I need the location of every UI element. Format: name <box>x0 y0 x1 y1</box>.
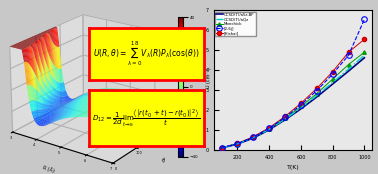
Monchick <box>314 93 319 95</box>
[Hishai] <box>346 51 351 53</box>
Monchick <box>283 117 287 119</box>
CCSD(T)/aQz <box>346 68 351 70</box>
CCSD(T)/aQz <box>330 81 335 84</box>
CCSD(T)/aQz <box>235 143 240 145</box>
CCSD(T)/aQz <box>267 128 271 130</box>
[2,6j] <box>267 127 271 129</box>
CCSD(T)/a5z-BF <box>314 96 319 98</box>
Line: [2,6j]: [2,6j] <box>219 17 367 151</box>
CCSD(T)/a5z-BF <box>283 119 287 121</box>
X-axis label: T(K): T(K) <box>287 165 299 170</box>
[2,6j] <box>219 147 224 149</box>
Line: Monchick: Monchick <box>220 50 366 150</box>
[Hishai] <box>267 127 271 129</box>
[2,6j] <box>251 136 256 138</box>
CCSD(T)/aQz <box>362 54 367 56</box>
CCSD(T)/aQz <box>299 107 303 109</box>
[2,6j] <box>314 90 319 92</box>
[2,6j] <box>235 143 240 145</box>
[2,6j] <box>362 18 367 20</box>
Line: CCSD(T)/aQz: CCSD(T)/aQz <box>222 55 364 148</box>
[Hishai] <box>362 38 367 40</box>
[Hishai] <box>283 115 287 117</box>
[Hishai] <box>330 71 335 73</box>
CCSD(T)/aQz <box>219 147 224 149</box>
CCSD(T)/a5z-BF <box>362 57 367 59</box>
Text: $U(R,\theta)=\sum_{\lambda=0}^{18}V_{\lambda}(R)P_{\lambda}\left(\cos(\theta)\ri: $U(R,\theta)=\sum_{\lambda=0}^{18}V_{\la… <box>93 40 200 68</box>
Text: $D_{12}=\dfrac{1}{2d}\lim_{t\to\infty}\dfrac{\left\langle\left[r(t_0+t)-r(t_0)\r: $D_{12}=\dfrac{1}{2d}\lim_{t\to\infty}\d… <box>92 108 201 129</box>
CCSD(T)/aQz <box>314 94 319 97</box>
[2,6j] <box>299 104 303 106</box>
Y-axis label: $\theta$°: $\theta$° <box>160 155 170 165</box>
[Hishai] <box>251 136 256 138</box>
CCSD(T)/a5z-BF <box>330 83 335 85</box>
[2,6j] <box>330 73 335 75</box>
Legend: CCSD(T)/a5z-BF, CCSD(T)/aQz, Monchick, [2,6j], [Hishai]: CCSD(T)/a5z-BF, CCSD(T)/aQz, Monchick, [… <box>215 12 256 36</box>
Monchick <box>330 78 335 80</box>
CCSD(T)/a5z-BF <box>299 108 303 110</box>
Line: CCSD(T)/a5z-BF: CCSD(T)/a5z-BF <box>222 58 364 148</box>
[2,6j] <box>346 54 351 56</box>
[2,6j] <box>283 116 287 118</box>
Line: [Hishai]: [Hishai] <box>219 37 367 150</box>
Monchick <box>267 128 271 130</box>
CCSD(T)/a5z-BF <box>219 147 224 149</box>
Monchick <box>346 64 351 66</box>
CCSD(T)/aQz <box>251 137 256 139</box>
Monchick <box>299 105 303 108</box>
CCSD(T)/aQz <box>283 118 287 120</box>
X-axis label: R (Å): R (Å) <box>42 165 55 174</box>
Monchick <box>219 147 224 149</box>
Monchick <box>251 136 256 138</box>
CCSD(T)/a5z-BF <box>251 137 256 139</box>
[Hishai] <box>219 147 224 149</box>
Monchick <box>362 51 367 53</box>
CCSD(T)/a5z-BF <box>346 70 351 72</box>
Monchick <box>235 143 240 145</box>
[Hishai] <box>235 143 240 145</box>
CCSD(T)/a5z-BF <box>267 129 271 131</box>
[Hishai] <box>314 87 319 89</box>
CCSD(T)/a5z-BF <box>235 143 240 145</box>
[Hishai] <box>299 102 303 104</box>
